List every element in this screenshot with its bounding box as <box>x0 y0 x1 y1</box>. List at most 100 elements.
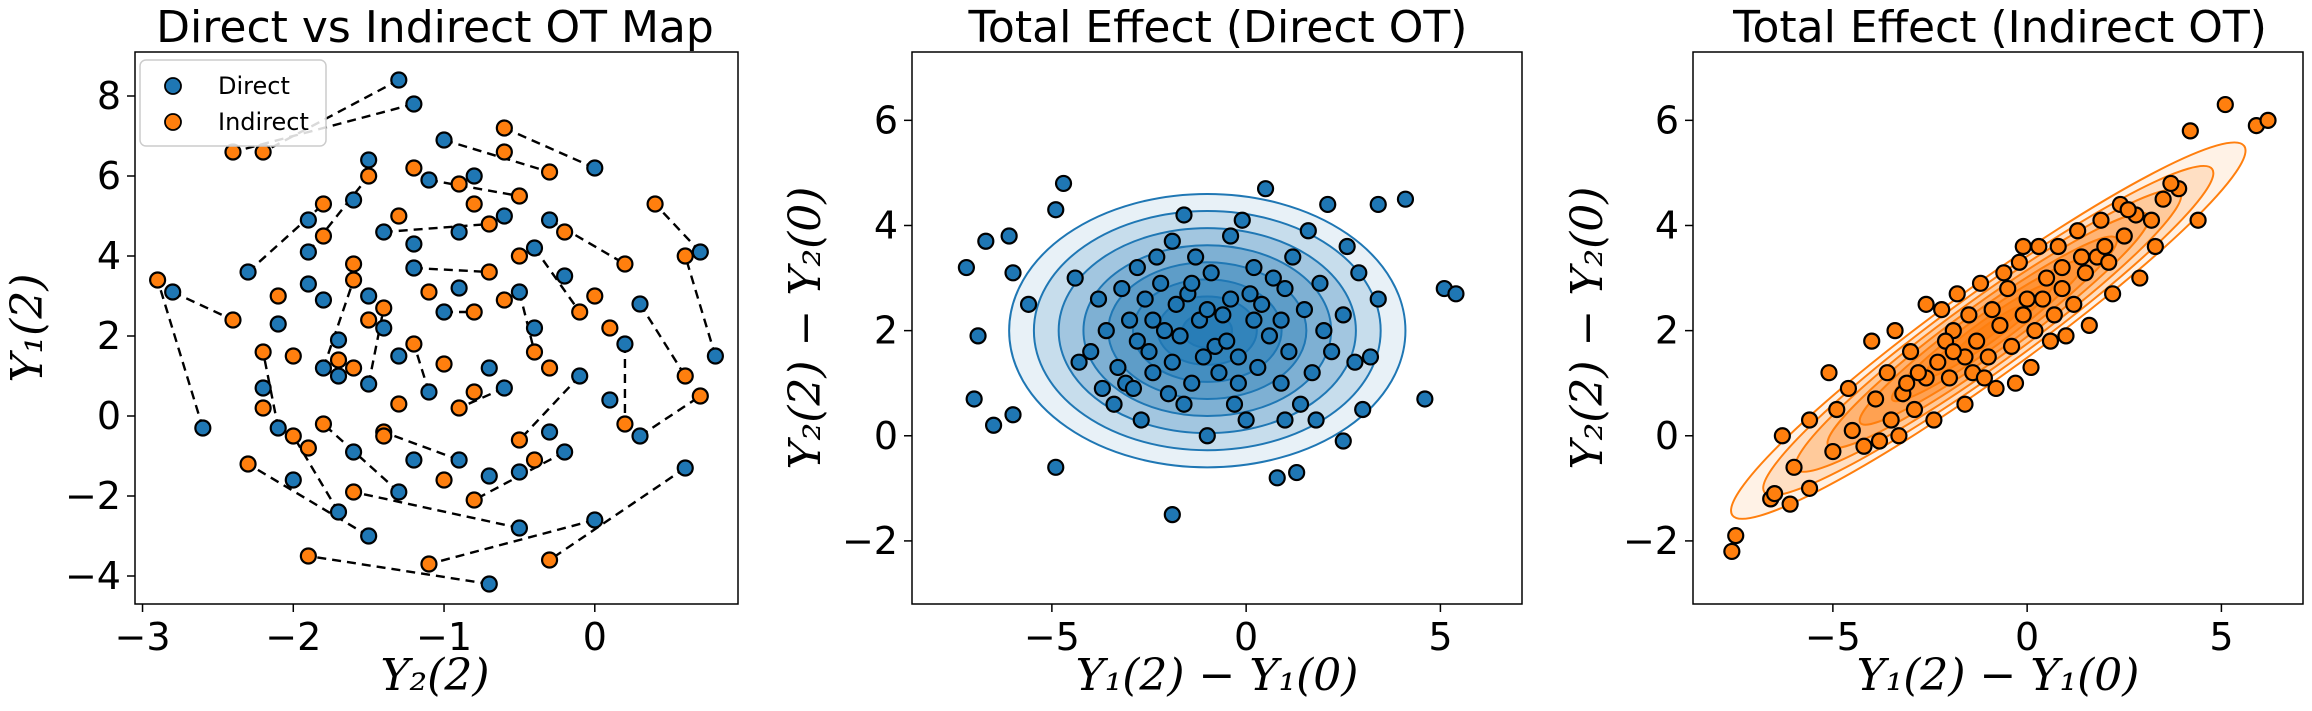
scatter-point <box>2037 269 2056 287</box>
direct-point <box>691 243 709 261</box>
x-tick-label: −3 <box>115 615 171 659</box>
ot-connection-line <box>322 279 355 369</box>
scatter-point <box>1396 190 1415 208</box>
y-tick-label: −2 <box>1623 519 1679 563</box>
indirect-point <box>224 311 242 329</box>
scatter-point <box>1241 285 1259 303</box>
scatter-point <box>1276 279 1294 298</box>
scatter-point <box>1929 353 1947 371</box>
indirect-point <box>480 215 498 233</box>
direct-point <box>556 443 574 461</box>
scatter-point <box>1867 390 1885 408</box>
scatter-point <box>2131 269 2149 287</box>
indirect-point <box>360 167 378 185</box>
indirect-point <box>510 247 529 265</box>
x-tick-label: 5 <box>2209 615 2233 659</box>
scatter-point <box>1839 379 1858 398</box>
scatter-point <box>1800 411 1819 429</box>
indirect-point <box>691 387 709 405</box>
plot-data <box>149 71 724 593</box>
scatter-point <box>1175 395 1193 413</box>
scatter-point <box>1214 306 1232 324</box>
indirect-point <box>540 163 559 181</box>
scatter-point <box>1898 374 1916 392</box>
scatter-point <box>1933 301 1951 319</box>
x-tick-label: −2 <box>265 615 321 659</box>
scatter-point <box>1264 269 1282 287</box>
scatter-point <box>965 390 983 408</box>
indirect-point <box>405 159 423 177</box>
scatter-point <box>2115 227 2133 245</box>
scatter-point <box>1175 206 1193 224</box>
scatter-point <box>2053 279 2071 298</box>
indirect-point <box>435 355 453 373</box>
direct-point <box>450 223 468 241</box>
scatter-point <box>1089 290 1108 308</box>
indirect-point <box>299 439 317 457</box>
direct-point <box>299 275 317 293</box>
indirect-point <box>344 483 363 501</box>
ot-connection-line <box>156 279 204 429</box>
y-axis-label: Y₂(2) − Y₂(0) <box>1562 187 1613 470</box>
ot-connection-line <box>518 291 536 353</box>
scatter-point <box>1233 211 1251 229</box>
scatter-point <box>1940 369 1959 387</box>
scatter-point <box>1148 248 1166 266</box>
scatter-point <box>1159 385 1178 403</box>
indirect-point <box>495 291 513 309</box>
scatter-point <box>1144 311 1162 329</box>
ot-connection-line <box>443 138 550 174</box>
ot-connection-line <box>638 303 687 377</box>
scatter-point <box>1152 274 1170 292</box>
scatter-point <box>1311 274 1329 292</box>
indirect-point <box>525 451 544 469</box>
direct-point <box>269 419 287 437</box>
scatter-point <box>2053 258 2071 277</box>
scatter-point <box>2096 237 2114 256</box>
scatter-point <box>1284 248 1302 266</box>
scatter-point <box>1350 264 1368 282</box>
scatter-point <box>1019 295 1038 313</box>
ot-connection-line <box>428 178 520 198</box>
y-tick-label: −2 <box>842 519 898 563</box>
scatter-point <box>2080 316 2098 334</box>
y-tick-label: 4 <box>97 234 121 278</box>
scatter-point <box>1128 332 1146 350</box>
x-tick-label: −5 <box>1024 615 1080 659</box>
direct-point <box>510 519 529 537</box>
direct-point <box>390 483 408 501</box>
scatter-point <box>1882 411 1900 429</box>
indirect-point <box>646 195 664 213</box>
y-tick-label: −4 <box>65 554 121 598</box>
scatter-point <box>2189 211 2207 229</box>
panel-total-effect-direct: Total Effect (Direct OT) −5 0 5 −2 0 2 4 6 Y₁(… <box>780 2 1523 701</box>
indirect-point <box>616 415 634 433</box>
scatter-point <box>2072 248 2091 266</box>
ot-connection-line <box>684 255 717 357</box>
indirect-point <box>510 431 529 449</box>
indirect-point <box>540 551 559 569</box>
scatter-point <box>1256 180 1275 198</box>
scatter-point <box>2162 174 2180 193</box>
scatter-point <box>1987 379 2005 398</box>
direct-point <box>450 451 468 469</box>
indirect-point <box>314 227 333 245</box>
x-tick-label: 0 <box>583 615 607 659</box>
y-axis-label: Y₁(2) <box>2 273 53 382</box>
direct-point <box>405 259 423 277</box>
scatter-point <box>1361 348 1380 366</box>
indirect-point <box>420 555 438 573</box>
scatter-point <box>1295 301 1314 319</box>
scatter-point <box>1229 348 1247 366</box>
scatter-point <box>1163 232 1181 250</box>
scatter-point <box>1991 316 2009 334</box>
indirect-point <box>571 303 589 321</box>
direct-point <box>314 291 333 309</box>
scatter-point <box>1416 390 1434 408</box>
direct-point <box>194 419 212 437</box>
scatter-point <box>1198 427 1216 445</box>
indirect-point <box>465 195 483 213</box>
scatter-point <box>1047 201 1065 219</box>
plot-frame <box>134 51 739 605</box>
